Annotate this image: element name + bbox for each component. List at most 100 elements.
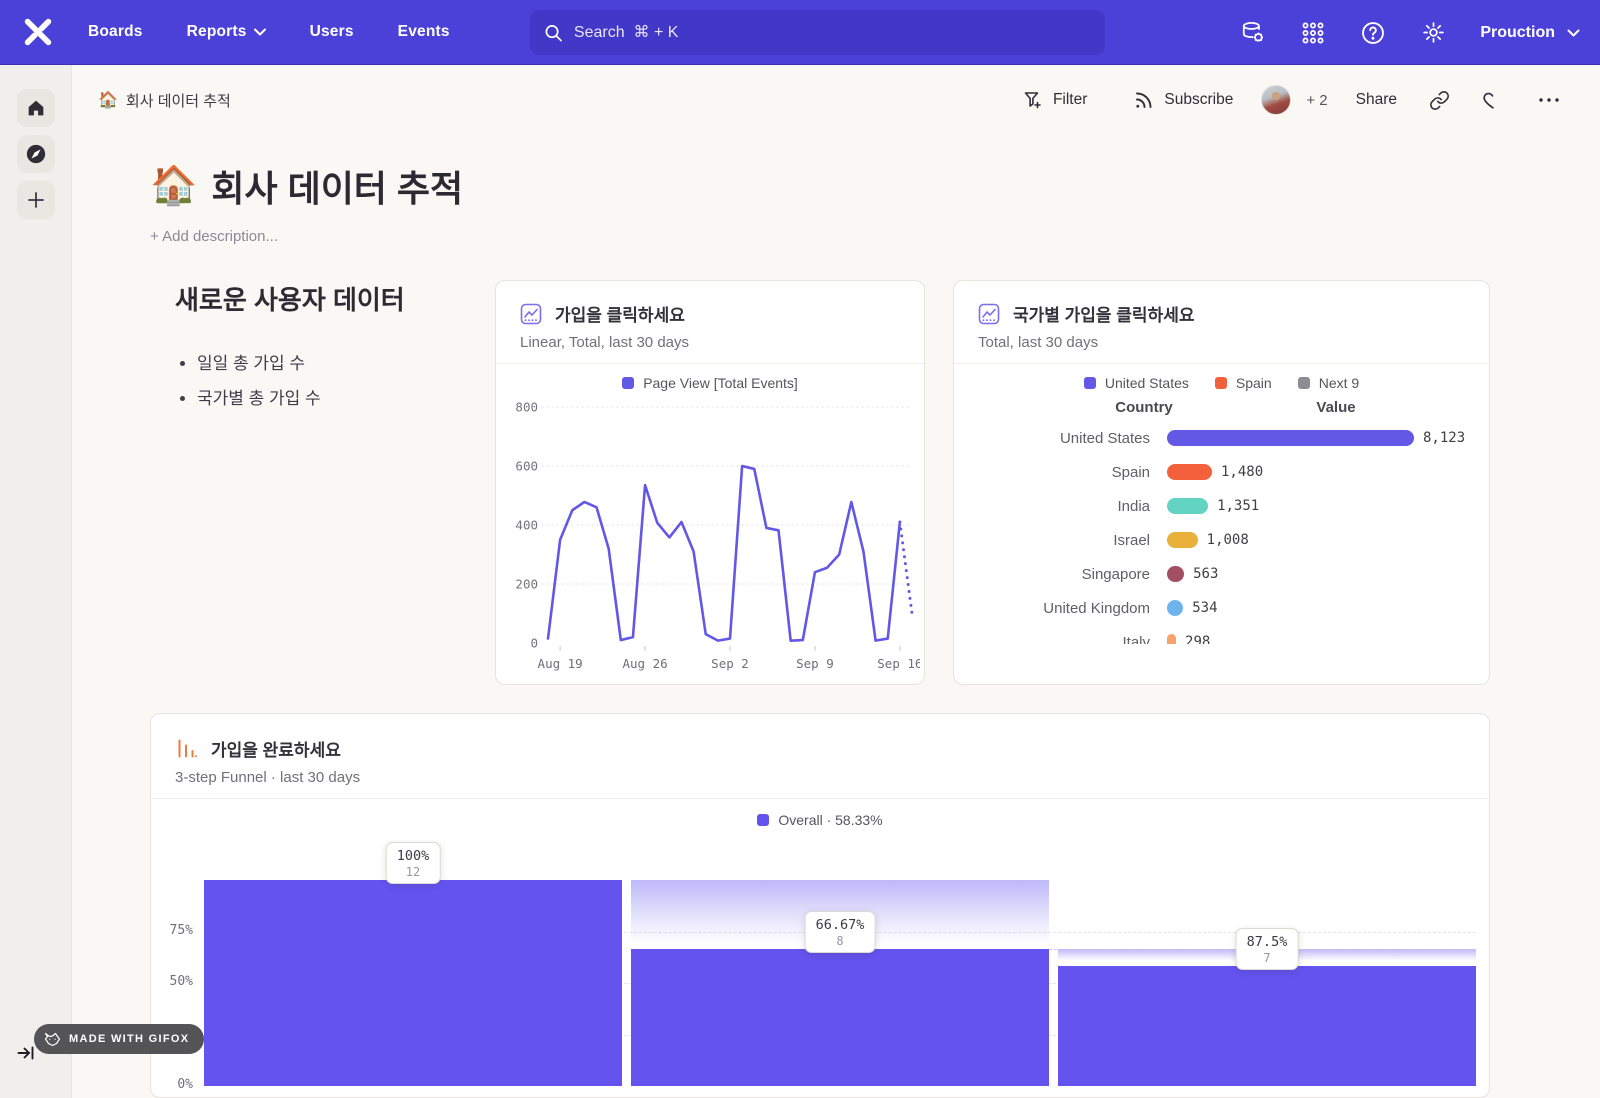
country-bar[interactable] bbox=[1167, 600, 1184, 616]
funnel-bar[interactable] bbox=[1058, 965, 1476, 1086]
table-row[interactable]: Italy 298 bbox=[954, 625, 1489, 644]
add-description[interactable]: + Add description... bbox=[150, 228, 278, 245]
share-label: Share bbox=[1355, 91, 1397, 108]
table-row[interactable]: United Kingdom 534 bbox=[954, 591, 1489, 625]
nav-item-boards[interactable]: Boards bbox=[88, 23, 143, 40]
country-bar[interactable] bbox=[1167, 498, 1209, 514]
country-bar[interactable] bbox=[1167, 532, 1198, 548]
line-chart-card[interactable]: 가입을 클릭하세요 Linear, Total, last 30 days Pa… bbox=[495, 280, 925, 685]
funnel-plot[interactable]: 100% 12 66.67% 8 87.5% 7 bbox=[204, 842, 1476, 1086]
country-label: United Kingdom bbox=[1043, 599, 1150, 617]
board-emoji[interactable]: 🏠 bbox=[150, 165, 198, 207]
svg-text:Sep 9: Sep 9 bbox=[796, 656, 834, 671]
subscribe-button[interactable]: Subscribe bbox=[1133, 89, 1233, 111]
rss-icon bbox=[1136, 92, 1152, 108]
main-content: 🏠 회사 데이터 추적 Filter Subscribe bbox=[72, 65, 1600, 1098]
funnel-bar[interactable] bbox=[631, 948, 1049, 1086]
subscribe-label: Subscribe bbox=[1164, 91, 1234, 108]
explore-button[interactable] bbox=[16, 135, 55, 173]
svg-text:Aug 19: Aug 19 bbox=[538, 656, 583, 671]
country-value: 298 bbox=[1185, 634, 1211, 644]
search-input[interactable] bbox=[573, 23, 1091, 42]
settings-gear-icon[interactable] bbox=[1420, 20, 1446, 46]
svg-text:Sep 16: Sep 16 bbox=[877, 656, 920, 671]
filter-button[interactable]: Filter bbox=[1022, 89, 1087, 111]
top-navbar: Boards Reports Users Events bbox=[0, 0, 1600, 65]
chevron-down-icon bbox=[1567, 29, 1580, 36]
country-label: Italy bbox=[1122, 633, 1150, 645]
share-button[interactable]: Share bbox=[1356, 91, 1397, 109]
search-icon bbox=[545, 24, 562, 41]
country-bar[interactable] bbox=[1167, 464, 1212, 480]
y-axis-label: 0% bbox=[177, 1077, 193, 1092]
card-title[interactable]: 가입을 완료하세요 bbox=[211, 741, 341, 760]
country-value: 534 bbox=[1192, 600, 1218, 616]
project-switcher[interactable]: Prouction bbox=[1480, 24, 1580, 42]
expand-arrow-icon bbox=[17, 1046, 34, 1060]
text-widget-bullet: 국가별 총 가입 수 bbox=[197, 384, 475, 409]
funnel-count-label: 8 bbox=[836, 933, 844, 948]
favorite-button[interactable] bbox=[1482, 89, 1504, 111]
country-bar[interactable] bbox=[1167, 634, 1177, 644]
column-header-value: Value bbox=[1316, 399, 1356, 416]
plus-icon bbox=[27, 192, 44, 208]
legend-swatch bbox=[1214, 377, 1227, 389]
country-bar[interactable] bbox=[1167, 430, 1414, 446]
home-button[interactable] bbox=[16, 89, 55, 127]
legend-label: Next 9 bbox=[1318, 375, 1360, 391]
svg-text:200: 200 bbox=[515, 577, 538, 592]
breadcrumb-emoji: 🏠 bbox=[98, 92, 118, 109]
legend-label: United States bbox=[1104, 375, 1189, 391]
legend-swatch bbox=[622, 377, 635, 389]
card-title[interactable]: 가입을 클릭하세요 bbox=[555, 306, 685, 325]
legend-item-next-9[interactable]: Next 9 bbox=[1297, 375, 1360, 391]
card-title[interactable]: 국가별 가입을 클릭하세요 bbox=[1013, 306, 1195, 325]
legend-item-spain[interactable]: Spain bbox=[1214, 375, 1272, 391]
country-bar[interactable] bbox=[1167, 566, 1185, 582]
table-row[interactable]: United States 8,123 bbox=[954, 421, 1489, 455]
collapse-sidebar-button[interactable] bbox=[16, 1043, 36, 1068]
funnel-pct-label: 100% bbox=[396, 848, 430, 864]
y-axis-label: 50% bbox=[169, 974, 193, 989]
table-row[interactable]: India 1,351 bbox=[954, 489, 1489, 523]
legend-item-united-states[interactable]: United States bbox=[1083, 375, 1189, 391]
funnel-value-tooltip: 66.67% 8 bbox=[804, 910, 876, 953]
legend-item-overall[interactable]: Overall · 58.33% bbox=[757, 812, 883, 828]
table-row[interactable]: Spain 1,480 bbox=[954, 455, 1489, 489]
help-icon[interactable] bbox=[1360, 20, 1386, 46]
legend-label: Page View [Total Events] bbox=[643, 375, 798, 391]
table-row[interactable]: Singapore 563 bbox=[954, 557, 1489, 591]
copy-link-button[interactable] bbox=[1429, 90, 1450, 111]
line-chart-icon bbox=[978, 303, 1000, 324]
text-widget[interactable]: 새로운 사용자 데이터 일일 총 가입 수 국가별 총 가입 수 bbox=[175, 280, 475, 419]
country-value: 563 bbox=[1193, 566, 1219, 582]
svg-text:Aug 26: Aug 26 bbox=[622, 656, 667, 671]
nav-item-reports-label: Reports bbox=[186, 23, 247, 40]
collaborators[interactable]: + 2 bbox=[1261, 85, 1328, 115]
fox-icon bbox=[44, 1032, 61, 1046]
more-options-button[interactable] bbox=[1538, 97, 1560, 103]
funnel-bar[interactable] bbox=[204, 880, 622, 1086]
y-axis-label: 75% bbox=[169, 923, 193, 938]
funnel-count-label: 12 bbox=[405, 865, 421, 879]
gifox-badge: MADE WITH GIFOX bbox=[34, 1024, 205, 1054]
add-board-button[interactable] bbox=[16, 181, 55, 219]
country-bar-card[interactable]: 국가별 가입을 클릭하세요 Total, last 30 days United… bbox=[953, 280, 1490, 685]
nav-item-reports[interactable]: Reports bbox=[187, 23, 266, 41]
search-bar[interactable] bbox=[530, 10, 1105, 55]
nav-item-events[interactable]: Events bbox=[397, 23, 450, 40]
apps-grid-icon[interactable] bbox=[1300, 20, 1326, 46]
board-title-text[interactable]: 회사 데이터 추적 bbox=[211, 168, 464, 209]
funnel-card[interactable]: 가입을 완료하세요 3-step Funnel · last 30 days O… bbox=[150, 713, 1490, 1098]
mixpanel-logo-icon[interactable] bbox=[18, 12, 58, 52]
funnel-value-tooltip: 87.5% 7 bbox=[1235, 927, 1299, 970]
ellipsis-icon bbox=[1539, 98, 1559, 102]
breadcrumb[interactable]: 🏠 회사 데이터 추적 bbox=[98, 90, 231, 111]
table-row[interactable]: Israel 1,008 bbox=[954, 523, 1489, 557]
legend-item-pageview[interactable]: Page View [Total Events] bbox=[622, 375, 798, 391]
home-icon bbox=[28, 100, 43, 116]
data-management-icon[interactable] bbox=[1240, 20, 1266, 46]
nav-item-users[interactable]: Users bbox=[309, 23, 354, 40]
line-chart-plot[interactable]: 0 200 400 600 800 Aug 19 Aug 26 Sep 2 Sep 9 Sep 1… bbox=[502, 393, 922, 681]
funnel-pct-label: 66.67% bbox=[815, 916, 865, 933]
